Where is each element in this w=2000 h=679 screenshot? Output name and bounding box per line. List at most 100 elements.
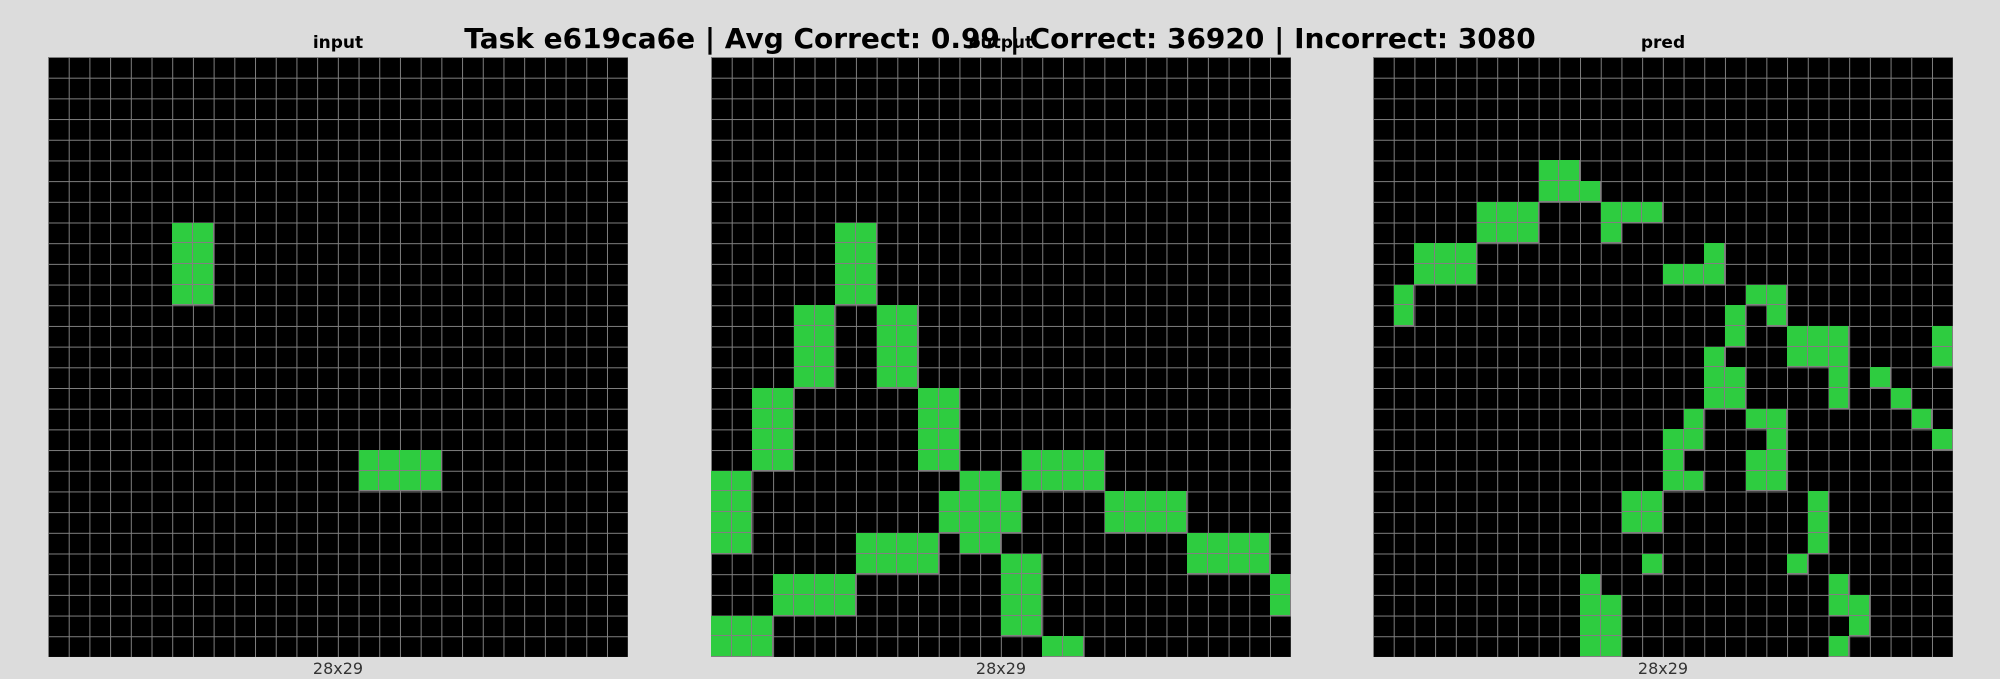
grid-cell: [1808, 346, 1829, 368]
grid-cell: [793, 325, 815, 347]
panel-label-input: input: [312, 33, 364, 53]
grid-cell: [1083, 450, 1105, 471]
grid-cell: [1621, 201, 1643, 223]
figure-title: Task e619ca6e | Avg Correct: 0.99 | Corr…: [464, 22, 1536, 55]
grid-cell: [1042, 636, 1064, 657]
grid-cell: [1932, 429, 1953, 451]
grid-cell: [1725, 305, 1746, 326]
grid-cell: [1538, 181, 1560, 202]
grid-cell: [1001, 553, 1022, 575]
grid-cell: [1911, 408, 1933, 430]
grid-cell: [1270, 574, 1291, 595]
grid-cell: [193, 243, 214, 264]
grid-input: [48, 57, 628, 657]
grid-cell: [1063, 470, 1084, 492]
grid-cell: [711, 636, 732, 657]
grid-cell: [172, 222, 193, 244]
grid-cell: [1001, 512, 1022, 533]
grid-cell: [876, 367, 898, 389]
grid-cell: [835, 594, 856, 616]
grid-cell: [1600, 615, 1622, 637]
grid-cell: [1580, 594, 1601, 616]
grid-cell: [193, 222, 214, 244]
grid-cell: [1021, 553, 1043, 575]
grid-cell: [814, 367, 836, 389]
grid-cell: [918, 532, 939, 554]
grid-cell: [1208, 553, 1229, 575]
grid-cell: [1580, 615, 1601, 637]
grid-cell: [1683, 429, 1705, 451]
grid-cell: [1414, 263, 1436, 285]
grid-cell: [1766, 429, 1788, 451]
grid-cell: [773, 388, 794, 409]
grid-cell: [1476, 222, 1498, 244]
grid-output: [711, 57, 1291, 657]
grid-cell: [876, 553, 898, 575]
grid-cell: [1725, 367, 1746, 389]
grid-cell: [1600, 201, 1622, 223]
grid-cell: [814, 305, 836, 326]
grid-cell: [358, 470, 380, 492]
panel-label-pred: pred: [1640, 33, 1686, 53]
grid-cell: [1725, 325, 1746, 347]
grid-cell: [752, 429, 774, 451]
grid-cell: [1414, 243, 1436, 264]
grid-cell: [835, 574, 856, 595]
grid-cell: [1021, 470, 1043, 492]
dims-label-input: 28x29: [312, 659, 364, 678]
grid-cell: [711, 470, 732, 492]
grid-cell: [752, 615, 774, 637]
grid-cell: [938, 512, 960, 533]
grid-cell: [1704, 263, 1726, 285]
grid-cell: [1228, 553, 1250, 575]
grid-cell: [1228, 532, 1250, 554]
grid-cell: [1663, 263, 1684, 285]
grid-cell: [980, 470, 1001, 492]
grid-cell: [918, 450, 939, 471]
grid-cell: [897, 553, 919, 575]
grid-cell: [731, 532, 753, 554]
grid-cell: [1766, 408, 1788, 430]
grid-cell: [1104, 512, 1126, 533]
grid-cell: [1497, 222, 1518, 244]
grid-cell: [876, 532, 898, 554]
grid-cell: [918, 408, 939, 430]
grid-cell: [1125, 512, 1146, 533]
grid-cell: [1870, 367, 1891, 389]
grid-cell: [1766, 450, 1788, 471]
grid-cell: [835, 243, 856, 264]
grid-cell: [711, 512, 732, 533]
grid-cell: [918, 429, 939, 451]
grid-cell: [1642, 512, 1663, 533]
grid-cell: [752, 408, 774, 430]
grid-cell: [1683, 470, 1705, 492]
grid-cell: [876, 325, 898, 347]
grid-cell: [773, 574, 794, 595]
grid-cell: [1683, 408, 1705, 430]
grid-cell: [752, 636, 774, 657]
grid-cell: [793, 574, 815, 595]
grid-cell: [1600, 636, 1622, 657]
grid-cell: [1146, 512, 1167, 533]
grid-cell: [1745, 450, 1767, 471]
grid-cell: [1270, 594, 1291, 616]
grid-cell: [959, 532, 981, 554]
grid-cell: [897, 532, 919, 554]
grid-cell: [773, 408, 794, 430]
grid-cell: [1042, 470, 1064, 492]
grid-cell: [1849, 615, 1871, 637]
grid-cell: [1538, 160, 1560, 182]
grid-cell: [1146, 491, 1167, 513]
grid-cell: [1063, 636, 1084, 657]
grid-cell: [1166, 512, 1188, 533]
grid-cell: [856, 553, 877, 575]
grid-cell: [1001, 574, 1022, 595]
grid-cell: [731, 636, 753, 657]
grid-cell: [1766, 470, 1788, 492]
grid-cell: [1166, 491, 1188, 513]
dims-label-output: 28x29: [975, 659, 1027, 678]
grid-cell: [1745, 408, 1767, 430]
grid-cell: [711, 491, 732, 513]
grid-cell: [773, 450, 794, 471]
grid-cell: [793, 305, 815, 326]
